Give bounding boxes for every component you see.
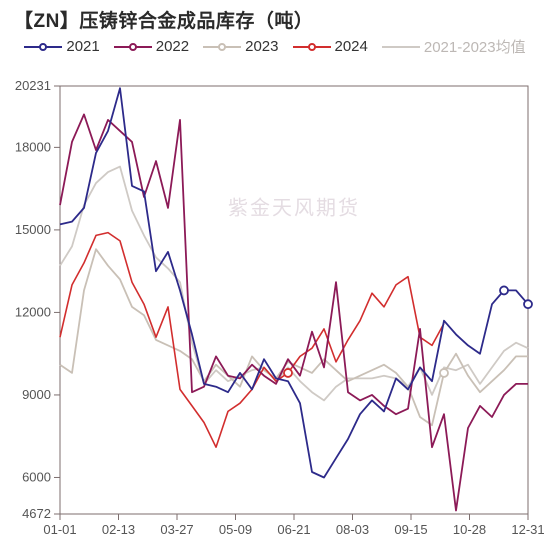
xtick-label: 06-21 — [277, 522, 310, 537]
marker-2021 — [524, 300, 532, 308]
xtick-label: 05-09 — [219, 522, 252, 537]
legend-swatch — [203, 46, 241, 48]
ytick-label: 15000 — [15, 222, 51, 237]
legend-swatch — [293, 46, 331, 48]
ytick-label: 9000 — [22, 387, 51, 402]
chart-title: 【ZN】压铸锌合金成品库存（吨） — [14, 6, 313, 33]
ytick-label: 18000 — [15, 139, 51, 154]
marker-2023 — [440, 369, 448, 377]
legend-swatch — [114, 46, 152, 48]
legend-item-2024: 2024 — [293, 36, 368, 57]
watermark: 紫金天风期货 — [228, 196, 360, 219]
legend-swatch — [382, 46, 420, 48]
legend-label: 2021 — [66, 38, 99, 55]
legend-label: 2022 — [156, 38, 189, 55]
ytick-label: 6000 — [22, 469, 51, 484]
xtick-label: 12-31 — [511, 522, 544, 537]
legend-label: 2021-2023均值 — [424, 36, 526, 57]
legend-item-2022: 2022 — [114, 36, 189, 57]
marker-2021 — [500, 286, 508, 294]
xtick-label: 02-13 — [102, 522, 135, 537]
ytick-label: 20231 — [15, 78, 51, 93]
chart-svg: 4672 6000 9000 12000 15000 18000 20231 01-01 02-… — [0, 78, 550, 548]
series-2021 — [60, 88, 528, 477]
series-2024 — [60, 233, 444, 448]
legend-item-2023: 2023 — [203, 36, 278, 57]
xtick-label: 09-15 — [394, 522, 427, 537]
legend-swatch — [24, 46, 62, 48]
xtick-label: 01-01 — [43, 522, 76, 537]
legend-item-2021-2023均值: 2021-2023均值 — [382, 36, 526, 57]
legend: 2021 2022 2023 2024 2021-2023均值 — [0, 36, 550, 57]
marker-2024 — [284, 369, 292, 377]
plot-frame — [60, 86, 528, 514]
xtick-label: 03-27 — [160, 522, 193, 537]
chart-container: 【ZN】压铸锌合金成品库存（吨） 2021 2022 2023 2024 2021-20… — [0, 0, 550, 559]
ytick-label: 4672 — [22, 506, 51, 521]
xtick-label: 10-28 — [453, 522, 486, 537]
legend-label: 2024 — [335, 38, 368, 55]
ytick-label: 12000 — [15, 304, 51, 319]
legend-item-2021: 2021 — [24, 36, 99, 57]
legend-label: 2023 — [245, 38, 278, 55]
xtick-label: 08-03 — [336, 522, 369, 537]
